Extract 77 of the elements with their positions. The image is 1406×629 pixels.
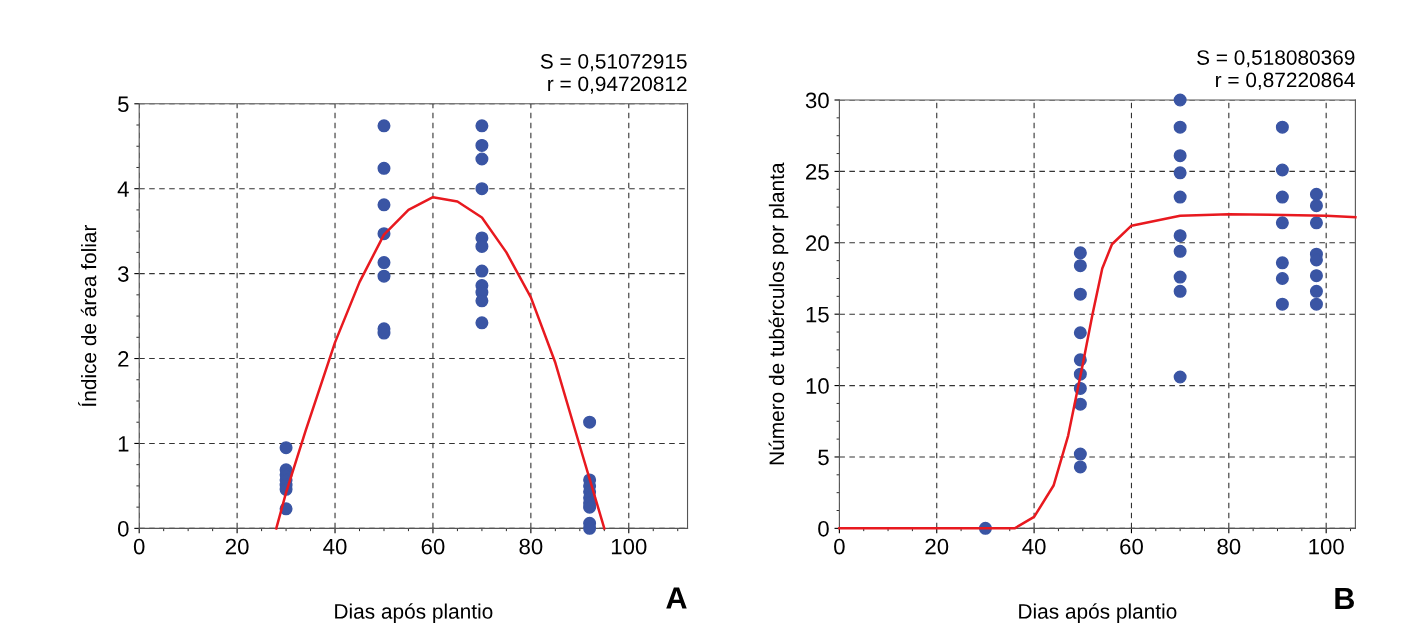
x-axis-title: Dias após plantio xyxy=(335,603,493,623)
point xyxy=(1275,163,1289,177)
point xyxy=(1073,287,1087,301)
point xyxy=(279,441,293,455)
point xyxy=(1173,149,1187,163)
point xyxy=(475,294,489,308)
point xyxy=(377,256,391,270)
y-tick-label: 2 xyxy=(118,351,129,367)
x-tick-label: 80 xyxy=(519,538,543,555)
x-tick-label: 60 xyxy=(421,538,445,555)
point xyxy=(377,119,391,133)
x-tick-label: 80 xyxy=(1217,538,1241,555)
point xyxy=(1309,284,1323,298)
x-tick-label: 100 xyxy=(611,538,647,555)
point xyxy=(377,269,391,283)
text: A xyxy=(666,587,687,609)
x-tick-label: 20 xyxy=(225,538,249,555)
y-tick-label: 10 xyxy=(806,378,829,394)
point xyxy=(1173,244,1187,258)
text: S = 0,51072915 r = 0,94720812 xyxy=(540,53,687,94)
point xyxy=(1275,120,1289,134)
y-tick-label: 25 xyxy=(806,163,829,180)
point xyxy=(1073,326,1087,340)
y-tick-label: 5 xyxy=(818,449,829,466)
point xyxy=(1173,190,1187,204)
point xyxy=(475,152,489,166)
point xyxy=(1173,270,1187,284)
x-tick-label: 40 xyxy=(1022,538,1046,555)
point xyxy=(475,316,489,330)
x-tick-label: 20 xyxy=(925,538,949,555)
point xyxy=(1309,187,1323,201)
line-series xyxy=(275,195,606,530)
point xyxy=(1275,271,1289,285)
point xyxy=(475,182,489,196)
x-tick-label: 100 xyxy=(1309,538,1344,555)
point xyxy=(1073,447,1087,461)
point xyxy=(475,264,489,278)
point xyxy=(377,198,391,212)
x-tick-label: 40 xyxy=(323,538,347,555)
y-tick-label: 0 xyxy=(818,520,829,537)
y-tick-label: 4 xyxy=(117,181,129,197)
y-tick-label: 5 xyxy=(118,96,129,113)
x-axis-title: Dias após plantio xyxy=(1019,603,1177,623)
text: B xyxy=(1335,588,1354,610)
point xyxy=(1173,370,1187,384)
y-tick-label: 20 xyxy=(806,235,829,252)
point xyxy=(1309,297,1323,311)
y-tick-label: 30 xyxy=(805,92,829,109)
x-tick-label: 60 xyxy=(1120,538,1143,555)
point xyxy=(1173,166,1187,180)
y-tick-label: 3 xyxy=(117,266,129,282)
y-tick-label: 0 xyxy=(117,520,129,537)
point xyxy=(1173,284,1187,298)
x-tick-label: 0 xyxy=(133,538,145,555)
point xyxy=(1073,259,1087,273)
point xyxy=(475,138,489,152)
point xyxy=(583,415,597,429)
point xyxy=(1309,199,1323,213)
y-tick-label: 1 xyxy=(118,436,129,452)
point xyxy=(1073,246,1087,260)
y-tick-label: 15 xyxy=(806,306,829,323)
point xyxy=(1173,93,1187,107)
point xyxy=(1173,229,1187,243)
point xyxy=(1275,216,1289,230)
point xyxy=(475,119,489,133)
point xyxy=(1173,120,1187,134)
point xyxy=(1275,256,1289,270)
point xyxy=(1309,216,1323,230)
y-axis-title: Índice de área foliar xyxy=(78,224,97,407)
point xyxy=(1275,190,1289,204)
text: S = 0,518080369 r = 0,87220864 xyxy=(1197,50,1355,90)
point xyxy=(377,161,391,175)
point xyxy=(1275,297,1289,311)
y-axis-title: Número de tubérculos por planta xyxy=(768,162,789,465)
x-tick-label: 0 xyxy=(834,538,845,555)
point xyxy=(1073,460,1087,474)
point xyxy=(1309,269,1323,283)
